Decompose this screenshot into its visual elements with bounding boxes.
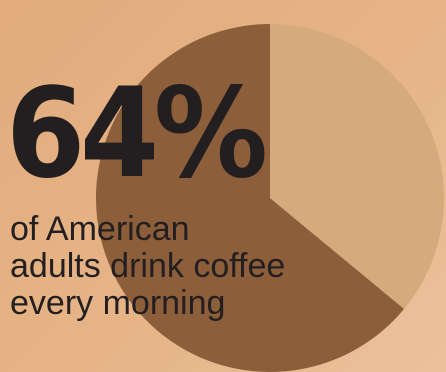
- caption-text: of American adults drink coffee every mo…: [10, 211, 285, 322]
- pie-slice-rest: [270, 24, 444, 309]
- caption-line-3: every morning: [10, 284, 226, 322]
- headline-percent: 64%: [6, 62, 268, 206]
- caption-line-2: adults drink coffee: [10, 247, 286, 285]
- caption-line-1: of American: [10, 210, 190, 248]
- pie-slice-main: [96, 24, 405, 372]
